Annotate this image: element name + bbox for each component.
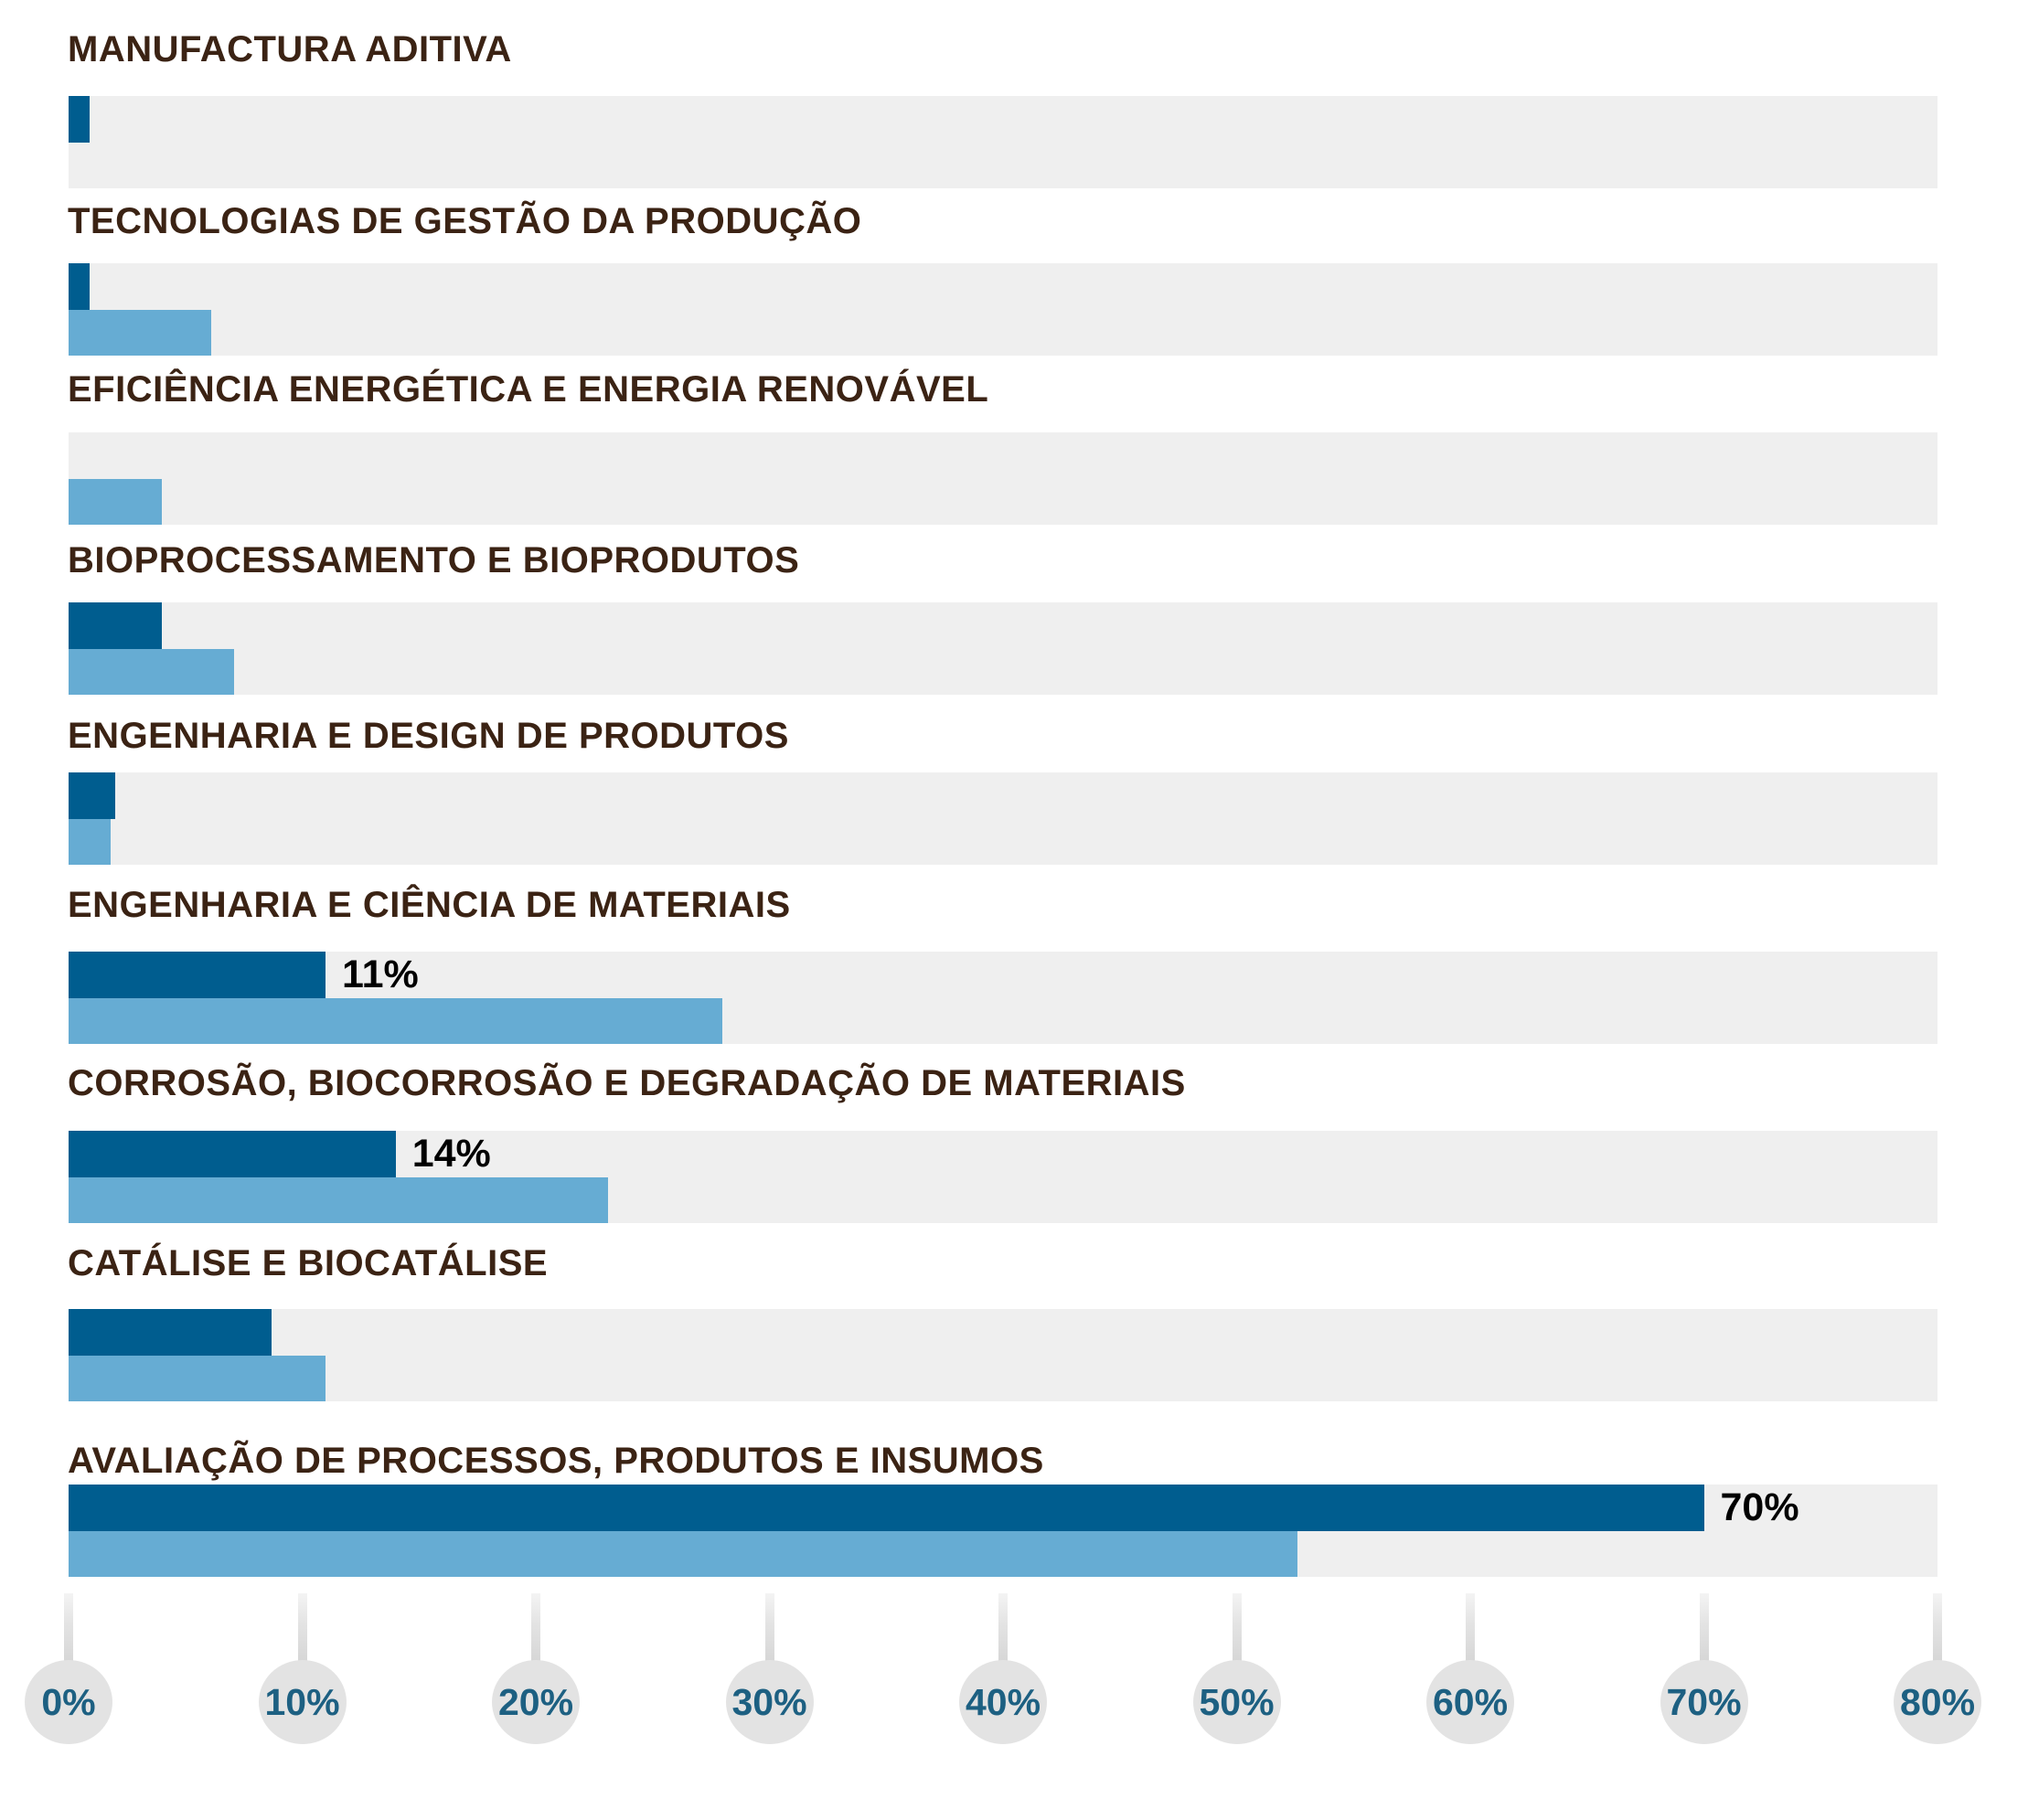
bar-value-label: 11% (342, 953, 419, 996)
bar-primary (69, 772, 116, 819)
axis-tick-line (1466, 1593, 1475, 1663)
bar-track: 70% (69, 1485, 1937, 1577)
axis-tick-line (297, 1593, 307, 1663)
bar-track: 14% (69, 1131, 1937, 1223)
axis-tick-label: 10% (264, 1680, 340, 1723)
bar-track (69, 96, 1937, 188)
bar-primary (69, 263, 90, 310)
category-label: TECNOLOGIAS DE GESTÃO DA PRODUÇÃO (68, 201, 862, 241)
bar-primary (69, 602, 163, 649)
axis-tick-bubble: 30% (725, 1660, 814, 1744)
bar-secondary (69, 819, 111, 865)
axis-tick-label: 50% (1199, 1680, 1275, 1723)
bar-track (69, 772, 1937, 865)
axis-tick-bubble: 60% (1426, 1660, 1514, 1744)
axis-tick-line (531, 1593, 540, 1663)
axis-tick-bubble: 10% (258, 1660, 347, 1744)
bar-secondary (69, 1531, 1297, 1577)
bar-primary (69, 96, 90, 143)
axis-tick-line (998, 1593, 1008, 1663)
axis-tick-line (1699, 1593, 1709, 1663)
category-label: MANUFACTURA ADITIVA (68, 29, 512, 69)
category-label: ENGENHARIA E DESIGN DE PRODUTOS (68, 716, 789, 756)
bar-primary (69, 1309, 272, 1356)
category-label: EFICIÊNCIA ENERGÉTICA E ENERGIA RENOVÁVE… (68, 369, 989, 410)
category-label: BIOPROCESSAMENTO E BIOPRODUTOS (68, 540, 800, 580)
bar-track (69, 1309, 1937, 1401)
axis-tick-bubble: 70% (1660, 1660, 1748, 1744)
bar-value-label: 70% (1720, 1485, 1799, 1529)
bar-secondary (69, 310, 211, 356)
axis-tick-label: 70% (1666, 1680, 1742, 1723)
axis-tick-bubble: 0% (25, 1660, 112, 1744)
bar-track (69, 263, 1937, 356)
axis-tick-label: 0% (41, 1680, 96, 1723)
bar-value-label: 14% (411, 1132, 491, 1176)
category-label: CATÁLISE E BIOCATÁLISE (68, 1243, 549, 1283)
bar-secondary (69, 649, 235, 695)
bar-track: 11% (69, 952, 1937, 1044)
bar-primary (69, 1131, 396, 1177)
category-label: ENGENHARIA E CIÊNCIA DE MATERIAIS (68, 885, 791, 925)
axis-tick-label: 80% (1899, 1680, 1976, 1723)
axis-tick-line (1933, 1593, 1942, 1663)
axis-tick-line (64, 1593, 73, 1663)
axis-tick-bubble: 50% (1192, 1660, 1281, 1744)
axis-tick-line (764, 1593, 774, 1663)
axis-tick-bubble: 20% (492, 1660, 580, 1744)
bar-secondary (69, 1177, 609, 1223)
axis-tick-label: 60% (1432, 1680, 1509, 1723)
bar-track (69, 602, 1937, 695)
bar-secondary (69, 1356, 326, 1401)
bar-track (69, 432, 1937, 525)
category-label: AVALIAÇÃO DE PROCESSOS, PRODUTOS E INSUM… (68, 1441, 1044, 1481)
bar-secondary (69, 998, 723, 1044)
category-label: CORROSÃO, BIOCORROSÃO E DEGRADAÇÃO DE MA… (68, 1063, 1186, 1103)
axis-tick-bubble: 80% (1894, 1660, 1981, 1744)
bar-primary (69, 952, 326, 998)
axis-tick-bubble: 40% (959, 1660, 1047, 1744)
bar-primary (69, 1485, 1704, 1531)
bar-secondary (69, 479, 163, 525)
axis-tick-label: 20% (497, 1680, 574, 1723)
axis-tick-line (1232, 1593, 1242, 1663)
axis-tick-label: 30% (731, 1680, 807, 1723)
axis-tick-label: 40% (965, 1680, 1041, 1723)
